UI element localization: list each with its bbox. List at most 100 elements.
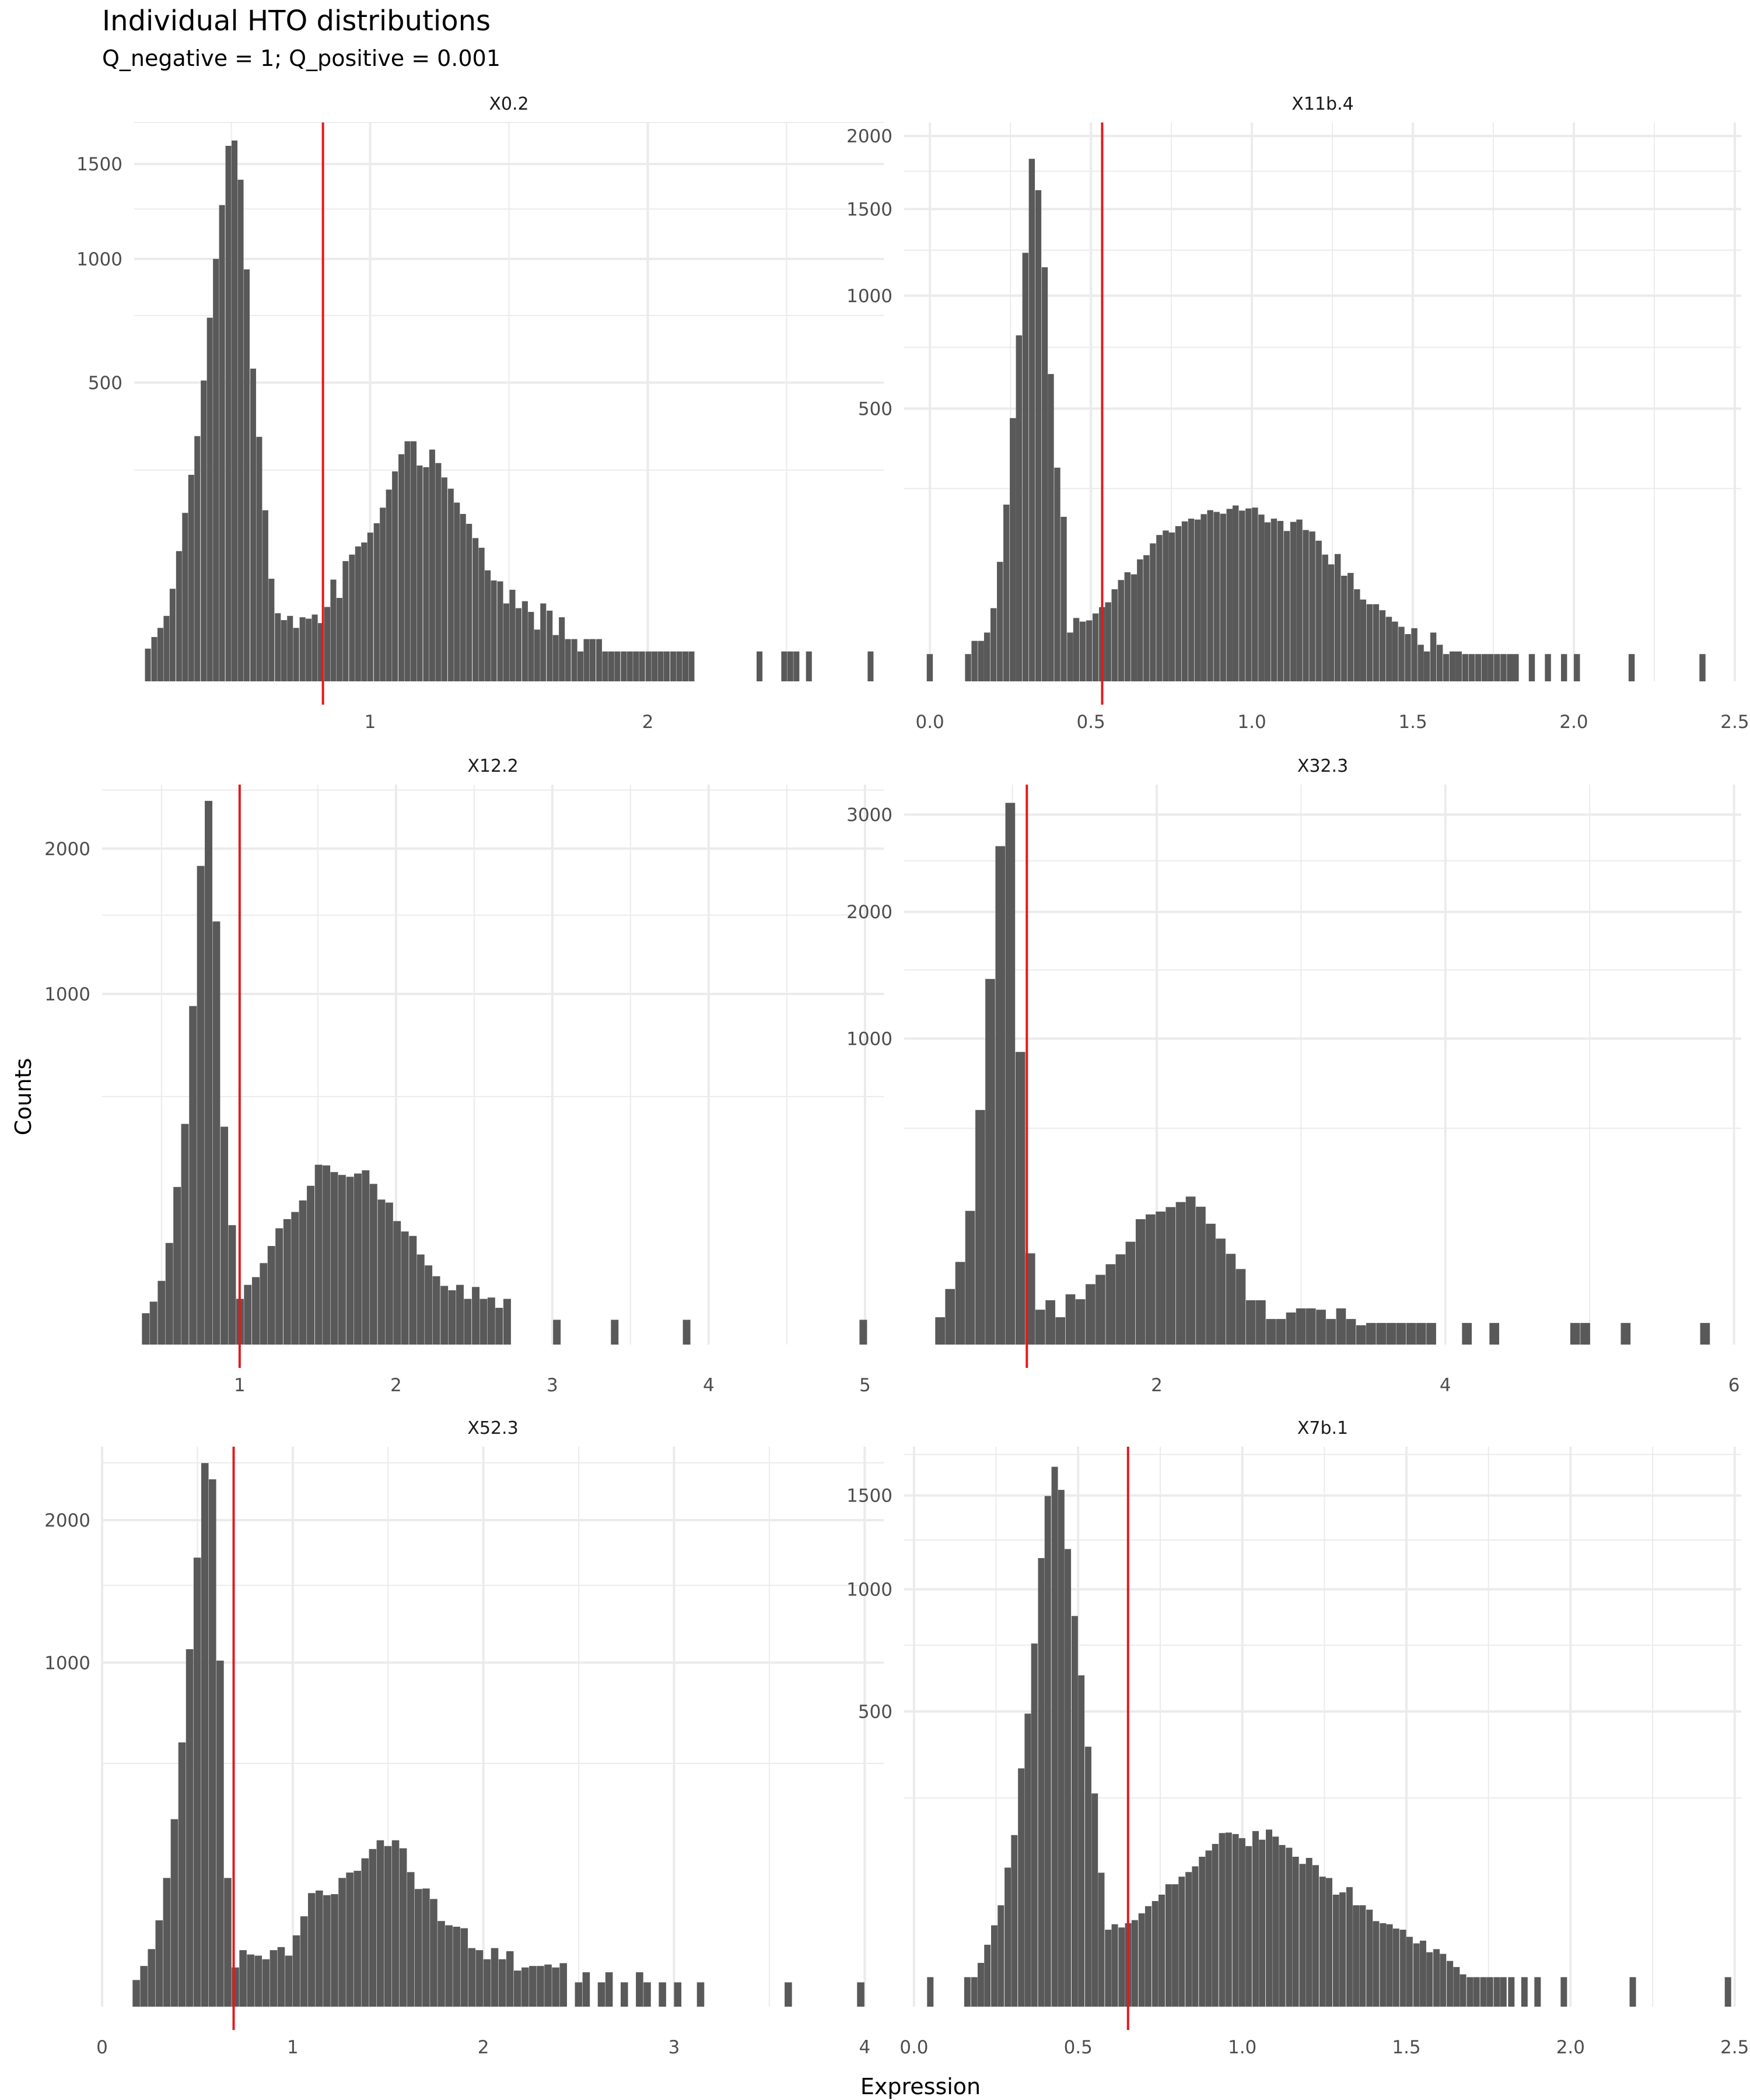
x-tick-label: 1.0 — [1228, 2037, 1256, 2058]
histogram-bar — [1137, 559, 1143, 681]
histogram-bar — [307, 1893, 316, 2007]
histogram-bar — [639, 651, 645, 681]
histogram-bar — [361, 542, 368, 681]
histogram-bar — [213, 258, 219, 681]
histogram-bar — [149, 1301, 158, 1345]
histogram-bar — [338, 1878, 346, 2007]
histogram-bar — [275, 1228, 284, 1345]
x-tick-label: 2 — [478, 2037, 489, 2058]
histogram-bar — [633, 651, 639, 681]
histogram-bar — [254, 1955, 262, 2007]
histogram-bar — [1150, 543, 1156, 681]
histogram-bar — [965, 1210, 975, 1345]
histogram-bar — [422, 1888, 430, 2007]
histogram-bar — [1194, 519, 1201, 681]
histogram-bar — [534, 629, 540, 681]
histogram-bar — [571, 639, 578, 681]
histogram-bar — [1015, 1052, 1026, 1345]
histogram-bar — [1724, 1977, 1731, 2007]
histogram-bar — [206, 317, 213, 681]
histogram-bar — [1508, 1977, 1515, 2007]
histogram-bar — [1366, 604, 1373, 681]
histogram-bar — [596, 639, 602, 681]
histogram-bar — [323, 1165, 331, 1345]
histogram-bar — [1111, 1924, 1118, 2007]
histogram-bar — [1073, 618, 1080, 681]
histogram-bar — [664, 651, 670, 681]
histogram-bar — [140, 1966, 148, 2007]
histogram-bar — [1319, 1877, 1326, 2007]
histogram-bar — [1494, 654, 1500, 681]
histogram-bar — [1628, 654, 1635, 681]
histogram-bar — [186, 1649, 194, 2007]
histogram-bar — [1086, 620, 1093, 681]
histogram-bar — [1322, 554, 1328, 681]
histogram-bar — [194, 436, 201, 681]
histogram-bar — [228, 1225, 236, 1345]
histogram-bar — [1354, 589, 1360, 681]
histogram-bar — [1152, 1901, 1158, 2007]
histogram-bar — [1145, 1214, 1156, 1345]
histogram-bar — [216, 1660, 224, 2007]
histogram-bar — [1460, 1974, 1466, 2007]
histogram-bar — [1038, 1558, 1045, 2007]
histogram-bar — [1416, 1322, 1426, 1345]
facet-panel-4: X32.3 1000 2000 3000 2 4 6 — [846, 756, 1741, 1396]
histogram-bar — [250, 368, 256, 681]
histogram-bar — [984, 1944, 991, 2007]
histogram-bar — [1264, 522, 1271, 681]
histogram-bar — [380, 508, 386, 681]
histogram-bar — [1118, 1927, 1125, 2007]
histogram-bar — [1125, 1241, 1136, 1345]
y-tick-label: 2000 — [44, 1510, 90, 1531]
histogram-bar — [1373, 1921, 1380, 2007]
histogram-bar — [621, 651, 627, 681]
histogram-bar — [1213, 512, 1220, 681]
histogram-bar — [260, 1263, 268, 1345]
histogram-bar — [1256, 1300, 1266, 1345]
histogram-bar — [407, 1872, 415, 2007]
histogram-bar — [157, 628, 163, 681]
histogram-bar — [362, 1170, 370, 1345]
histogram-bar — [163, 615, 170, 681]
histogram-bar — [990, 608, 997, 681]
histogram-bar — [859, 1320, 867, 1345]
histogram-bar — [485, 570, 491, 681]
histogram-bar — [1406, 1937, 1413, 2007]
histogram-bar — [1272, 1836, 1279, 2007]
histogram-bar — [473, 538, 479, 681]
histogram-bar — [1346, 1319, 1356, 1345]
x-tick-label: 2.5 — [1720, 2037, 1749, 2058]
histogram-bar — [1312, 1865, 1319, 2007]
histogram-bar — [1005, 1867, 1012, 2007]
histogram-bar — [1399, 1930, 1406, 2007]
histogram-bar — [682, 651, 688, 681]
histogram-bar — [468, 1948, 476, 2007]
histogram-bar — [674, 1982, 682, 2007]
histogram-bar — [1199, 1857, 1206, 2007]
y-tick-label: 2000 — [44, 839, 90, 860]
histogram-bar — [1332, 1895, 1339, 2007]
x-tick-label: 1.5 — [1398, 712, 1427, 733]
histogram-bar — [1423, 651, 1430, 681]
histogram-bar — [1339, 1892, 1346, 2007]
histogram-bar — [1067, 632, 1073, 681]
histogram-bar — [148, 1949, 156, 2007]
histogram-bar — [1078, 1675, 1085, 2007]
histogram-bar — [971, 640, 978, 681]
histogram-bar — [1356, 1325, 1366, 1345]
histogram-bar — [338, 1175, 346, 1345]
histogram-bar — [984, 632, 991, 681]
histogram-bar — [1118, 580, 1124, 681]
histogram-bar — [354, 1173, 362, 1345]
histogram-bar — [926, 654, 933, 681]
histogram-bar — [1055, 1317, 1066, 1345]
histogram-bar — [867, 651, 874, 681]
histogram-bar — [575, 1982, 583, 2007]
histogram-bar — [283, 1219, 291, 1345]
histogram-bar — [1035, 190, 1042, 682]
histogram-bar — [857, 1982, 864, 2007]
histogram-bar — [1058, 1490, 1065, 2007]
histogram-bar — [1018, 1768, 1025, 2007]
histogram-bar — [1181, 521, 1188, 681]
